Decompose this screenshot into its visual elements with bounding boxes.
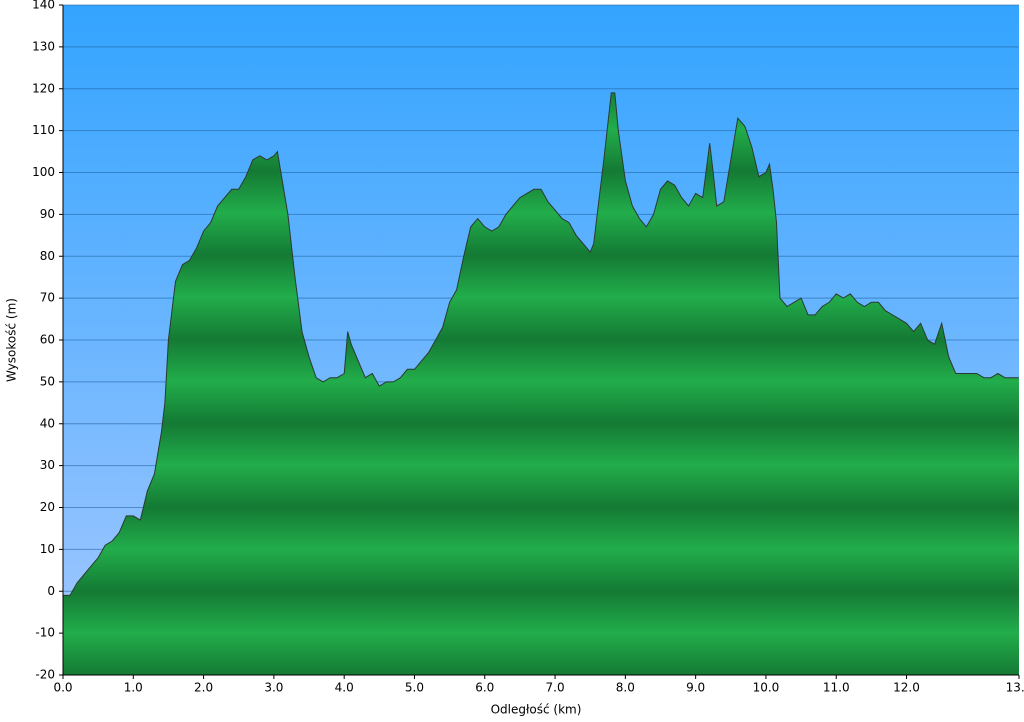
x-tick-label: 2.0: [194, 681, 213, 695]
x-tick-label: 5.0: [405, 681, 424, 695]
y-tick-label: 40: [40, 416, 55, 430]
x-tick-label: 10.0: [753, 681, 780, 695]
y-tick-label: -20: [35, 668, 55, 682]
y-tick-label: 70: [40, 291, 55, 305]
y-tick-label: 140: [32, 0, 55, 12]
y-tick-label: 50: [40, 374, 55, 388]
y-tick-label: 80: [40, 249, 55, 263]
y-tick-label: 10: [40, 542, 55, 556]
x-tick-label: 0.0: [53, 681, 72, 695]
outline: [63, 92, 1019, 596]
area: [63, 92, 1019, 675]
x-tick-label: 6.0: [475, 681, 494, 695]
x-tick-label: 1.0: [124, 681, 143, 695]
y-tick-label: 20: [40, 500, 55, 514]
x-tick-label: 3.0: [264, 681, 283, 695]
y-tick-label: 90: [40, 207, 55, 221]
y-tick-label: 110: [32, 123, 55, 137]
y-tick-label: 60: [40, 333, 55, 347]
y-tick-label: 0: [47, 584, 55, 598]
y-tick-label: 100: [32, 165, 55, 179]
x-tick-label: 9.0: [686, 681, 705, 695]
y-tick-label: 120: [32, 81, 55, 95]
y-tick-label: 130: [32, 39, 55, 53]
x-tick-label: 4.0: [335, 681, 354, 695]
x-tick-label: 7.0: [546, 681, 565, 695]
x-tick-label: 8.0: [616, 681, 635, 695]
x-tick-label: 13.6: [1006, 681, 1024, 695]
x-axis-label: Odległość (km): [491, 703, 582, 717]
x-tick-label: 11.0: [823, 681, 850, 695]
y-tick-label: 30: [40, 458, 55, 472]
y-tick-label: -10: [35, 626, 55, 640]
y-axis-label: Wysokość (m): [5, 298, 19, 382]
x-tick-label: 12.0: [893, 681, 920, 695]
